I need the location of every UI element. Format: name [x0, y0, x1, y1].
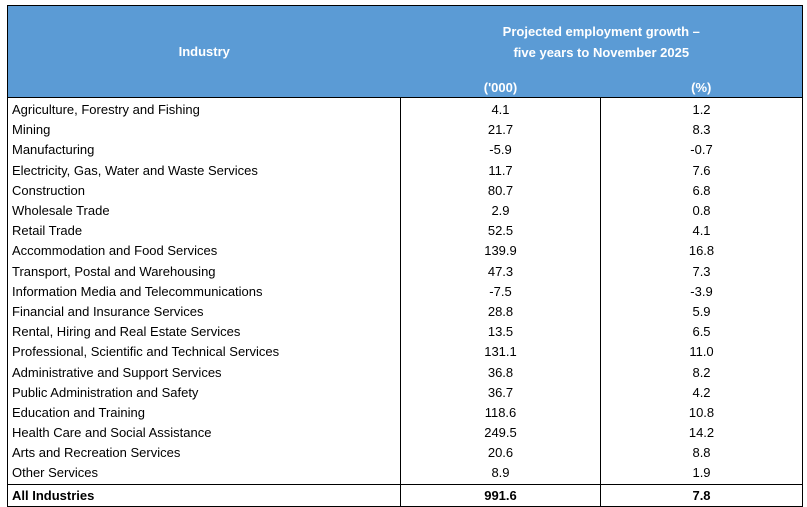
table-row: Other Services 8.9 1.9	[7, 463, 804, 485]
table-header-row: Industry Projected employment growth – f…	[7, 5, 803, 78]
thousands-cell: -7.5	[400, 281, 601, 302]
industry-name-cell: Electricity, Gas, Water and Waste Servic…	[7, 160, 401, 181]
growth-header-line2: five years to November 2025	[513, 45, 690, 60]
industry-name-cell: Public Administration and Safety	[7, 382, 401, 403]
thousands-cell: 118.6	[400, 402, 601, 423]
industry-name-cell: Financial and Insurance Services	[7, 301, 401, 323]
thousands-cell: 13.5	[400, 322, 601, 343]
industry-name-cell: Health Care and Social Assistance	[7, 423, 401, 444]
table-row: Electricity, Gas, Water and Waste Servic…	[7, 160, 804, 181]
table-row: Information Media and Telecommunications…	[7, 281, 804, 302]
percent-cell: 1.2	[600, 97, 804, 121]
employment-growth-table: Industry Projected employment growth – f…	[7, 5, 804, 507]
industry-name-cell: Construction	[7, 180, 401, 201]
table-row: Wholesale Trade 2.9 0.8	[7, 200, 804, 222]
industry-name-cell: Professional, Scientific and Technical S…	[7, 342, 401, 363]
industry-name-cell: Arts and Recreation Services	[7, 443, 401, 464]
percent-cell: 0.8	[600, 200, 804, 222]
thousands-cell: 249.5	[400, 423, 601, 444]
industry-name-cell: Information Media and Telecommunications	[7, 281, 401, 302]
percent-cell: -0.7	[600, 140, 804, 161]
table-row: Retail Trade 52.5 4.1	[7, 221, 804, 242]
thousands-cell: 139.9	[400, 241, 601, 262]
percent-cell: 6.5	[600, 322, 804, 343]
industry-column-header: Industry	[7, 5, 401, 78]
table-row: Financial and Insurance Services 28.8 5.9	[7, 301, 804, 323]
industry-name-cell: Wholesale Trade	[7, 200, 401, 222]
percent-cell: 7.6	[600, 160, 804, 181]
percent-cell: -3.9	[600, 281, 804, 302]
industry-name-cell: Manufacturing	[7, 140, 401, 161]
table-row: Administrative and Support Services 36.8 8…	[7, 362, 804, 383]
table-row: Agriculture, Forestry and Fishing 4.1 1.2	[7, 97, 804, 121]
percent-cell: 7.3	[600, 261, 804, 282]
table-row: Accommodation and Food Services 139.9 16.8	[7, 241, 804, 262]
table-row: Education and Training 118.6 10.8	[7, 402, 804, 423]
total-row: All Industries 991.6 7.8	[7, 483, 804, 507]
table-row: Transport, Postal and Warehousing 47.3 7.3	[7, 261, 804, 282]
percent-cell: 14.2	[600, 423, 804, 444]
table-row: Mining 21.7 8.3	[7, 120, 804, 141]
thousands-cell: 36.8	[400, 362, 601, 383]
thousands-cell: 36.7	[400, 382, 601, 403]
thousands-cell: 80.7	[400, 180, 601, 201]
thousands-cell: -5.9	[400, 140, 601, 161]
thousands-cell: 131.1	[400, 342, 601, 363]
percent-cell: 5.9	[600, 301, 804, 323]
percent-cell: 4.1	[600, 221, 804, 242]
growth-column-header: Projected employment growth – five years…	[400, 5, 803, 78]
industry-name-cell: Mining	[7, 120, 401, 141]
industry-name-cell: Accommodation and Food Services	[7, 241, 401, 262]
thousands-cell: 4.1	[400, 97, 601, 121]
thousands-cell: 2.9	[400, 200, 601, 222]
table-row: Manufacturing -5.9 -0.7	[7, 140, 804, 161]
table-row: Arts and Recreation Services 20.6 8.8	[7, 443, 804, 464]
table-row: Professional, Scientific and Technical S…	[7, 342, 804, 363]
thousands-cell: 47.3	[400, 261, 601, 282]
percent-cell: 1.9	[600, 463, 804, 485]
thousands-cell: 20.6	[400, 443, 601, 464]
industry-name-cell: Transport, Postal and Warehousing	[7, 261, 401, 282]
industry-name-cell: Retail Trade	[7, 221, 401, 242]
thousands-cell: 28.8	[400, 301, 601, 323]
percent-cell: 8.3	[600, 120, 804, 141]
table-body: Agriculture, Forestry and Fishing 4.1 1.2 M…	[7, 97, 804, 485]
growth-header-line1: Projected employment growth –	[502, 24, 700, 39]
thousands-cell: 21.7	[400, 120, 601, 141]
table-row: Construction 80.7 6.8	[7, 180, 804, 201]
percent-cell: 4.2	[600, 382, 804, 403]
percent-cell: 16.8	[600, 241, 804, 262]
percent-cell: 6.8	[600, 180, 804, 201]
percent-unit-header: (%)	[600, 78, 803, 98]
thousands-unit-header: ('000)	[400, 78, 601, 98]
industry-name-cell: Agriculture, Forestry and Fishing	[7, 97, 401, 121]
industry-name-cell: Administrative and Support Services	[7, 362, 401, 383]
employment-growth-table-container: Industry Projected employment growth – f…	[7, 5, 804, 507]
percent-cell: 8.2	[600, 362, 804, 383]
industry-name-cell: Rental, Hiring and Real Estate Services	[7, 322, 401, 343]
industry-name-cell: Education and Training	[7, 402, 401, 423]
table-row: Health Care and Social Assistance 249.5 14…	[7, 423, 804, 444]
thousands-cell: 8.9	[400, 463, 601, 485]
total-percent: 7.8	[600, 483, 804, 507]
table-unit-row: ('000) (%)	[7, 78, 803, 98]
percent-cell: 11.0	[600, 342, 804, 363]
percent-cell: 10.8	[600, 402, 804, 423]
industry-unit-cell	[7, 78, 401, 98]
table-row: Public Administration and Safety 36.7 4.2	[7, 382, 804, 403]
total-industry-name: All Industries	[7, 483, 401, 507]
thousands-cell: 11.7	[400, 160, 601, 181]
percent-cell: 8.8	[600, 443, 804, 464]
industry-name-cell: Other Services	[7, 463, 401, 485]
total-thousands: 991.6	[400, 483, 601, 507]
thousands-cell: 52.5	[400, 221, 601, 242]
table-row: Rental, Hiring and Real Estate Services 1…	[7, 322, 804, 343]
